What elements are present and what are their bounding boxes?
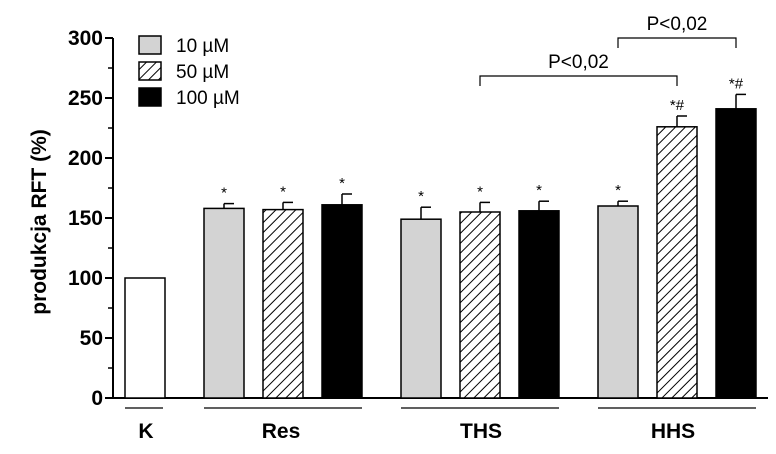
bar-hhs-9 — [715, 108, 757, 399]
y-tick-label: 200 — [68, 147, 103, 170]
y-tick-label: 100 — [68, 267, 103, 290]
y-tick-label: 250 — [68, 87, 103, 110]
p-value-brackets: P<0,02 P<0,02 — [479, 14, 737, 86]
bars — [124, 93, 757, 399]
p-value-label: P<0,02 — [647, 14, 708, 35]
y-tick-label: 150 — [68, 207, 103, 230]
significance-markers: * * * * * * * *# *# — [221, 75, 744, 205]
p-value-label: P<0,02 — [548, 52, 609, 73]
bar-res-1 — [203, 207, 245, 399]
bar-k-0 — [124, 277, 166, 399]
legend-label: 100 µM — [176, 88, 240, 109]
y-tick-label: 50 — [80, 327, 103, 350]
legend-swatch — [138, 87, 162, 107]
legend-swatch — [138, 35, 162, 55]
bar-hhs-7 — [597, 205, 639, 399]
significance-marker: * — [477, 183, 483, 200]
group-label-k: K — [138, 420, 153, 443]
legend-label: 10 µM — [176, 36, 229, 57]
significance-marker: *# — [729, 75, 744, 92]
bar-ths-6 — [518, 210, 560, 399]
group-label-res: Res — [262, 420, 301, 443]
significance-marker: * — [418, 188, 424, 205]
significance-marker: * — [221, 185, 227, 202]
legend-label: 50 µM — [176, 62, 229, 83]
p-value-bracket — [617, 37, 737, 48]
group-labels: K Res THS HHS — [125, 407, 756, 443]
p-value-bracket — [479, 75, 678, 86]
significance-marker: *# — [670, 97, 685, 114]
significance-marker: * — [339, 175, 345, 192]
significance-marker: * — [536, 182, 542, 199]
bar-hhs-8 — [656, 126, 698, 399]
bar-res-2 — [262, 208, 304, 399]
y-tick-label: 300 — [68, 27, 103, 50]
y-axis-label: produkcja RFT (%) — [28, 129, 51, 315]
bar-res-3 — [321, 204, 363, 399]
legend-swatch — [138, 61, 162, 81]
bar-ths-5 — [459, 211, 501, 399]
significance-marker: * — [280, 183, 286, 200]
y-tick-label: 0 — [91, 387, 103, 410]
legend: 10 µM 50 µM 100 µM — [138, 35, 240, 109]
group-label-hhs: HHS — [651, 420, 695, 443]
bar-ths-4 — [400, 218, 442, 399]
significance-marker: * — [615, 182, 621, 199]
group-label-ths: THS — [460, 420, 502, 443]
